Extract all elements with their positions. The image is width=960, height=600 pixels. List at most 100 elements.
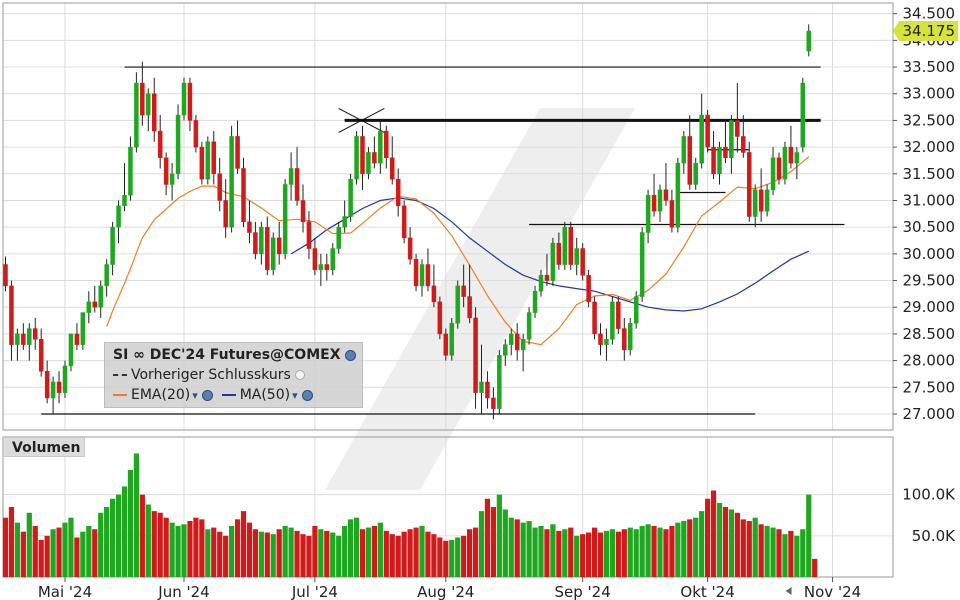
candle-body [9,285,14,345]
volume-bar [234,519,241,577]
gear-icon[interactable] [201,389,213,401]
volume-bar [175,525,181,577]
volume-bar [514,519,520,577]
candle-body [50,381,56,399]
volume-bar [246,522,253,577]
candle-body [74,333,80,345]
candle-body [562,226,568,265]
volume-bar [38,539,44,577]
price-tick-label: 30.000 [903,245,956,263]
volume-bar [443,540,449,577]
candle-body [407,237,413,260]
candle-body [312,248,318,271]
legend-prev-close-row[interactable]: Vorheriger Schlusskurs [113,365,305,385]
volume-bar [663,529,669,577]
volume-bar [532,527,538,577]
price-panel-frame [2,2,894,431]
volume-bar [591,527,598,577]
price-tick-label: 33.000 [903,85,956,103]
legend-title-row[interactable]: SI ∞ DEC'24 Futures@COMEX [113,345,356,365]
candle-body [318,264,324,271]
volume-bar [211,527,217,577]
volume-bar [205,529,211,577]
chevron-down-icon[interactable]: ▾ [192,389,198,402]
chevron-down-icon[interactable]: ▾ [292,389,298,402]
volume-bar [687,519,693,577]
candle-body [294,168,300,201]
legend-ma[interactable]: MA(50) [239,387,291,403]
candle-body [288,168,294,185]
candle-body [651,194,657,212]
chart-legend: SI ∞ DEC'24 Futures@COMEX Vorheriger Sch… [104,342,363,408]
candle-body [271,237,276,271]
candle-body [104,264,109,287]
candle-body [497,355,502,409]
ema-swatch [113,394,127,396]
volume-bar [603,530,610,577]
volume-bar [580,534,586,577]
candle-body [788,146,794,164]
candle-body [181,82,187,116]
candle-body [175,114,181,175]
volume-bar [181,524,187,577]
candle-body [98,285,103,308]
candle-body [199,146,205,180]
volume-bar [401,531,407,577]
candle-body [419,264,425,287]
legend-ema[interactable]: EMA(20) [131,387,191,403]
volume-bar [133,453,139,577]
price-tick-label: 30.500 [903,218,956,236]
volume-bar [710,490,717,577]
gear-icon[interactable] [301,389,313,401]
candle-body [193,120,199,148]
candle-body [687,136,692,185]
candle-body [580,248,585,276]
volume-bar [44,535,50,577]
candle-body [443,333,449,356]
volume-bar [127,469,134,577]
candle-body [27,328,32,345]
volume-tick-label: 100.0K [902,486,956,504]
volume-bar [32,525,38,577]
volume-bar [115,494,122,577]
volume-bar [74,537,80,577]
x-tick-label: Jul '24 [291,583,338,600]
volume-bar [193,517,199,577]
candle-body [134,82,139,148]
candle-body [491,397,496,409]
candle-body [776,157,782,180]
volume-bar [472,527,479,577]
volume-bar [502,509,508,577]
candle-body [770,157,776,191]
candle-body [711,146,716,175]
candle-body [449,323,454,356]
candle-body [574,248,579,265]
volume-bar [627,527,633,577]
candle-body [628,323,633,351]
candle-body [514,333,520,351]
volume-bar [597,532,604,577]
candle-body [3,264,8,287]
volume-bar [348,519,354,577]
volume-bar [413,527,419,577]
volume-bar [699,511,705,577]
volume-bar [544,529,550,577]
gear-icon[interactable] [344,349,356,361]
volume-bar [800,529,806,577]
volume-bar [104,507,110,577]
volume-bar [2,517,9,577]
candle-body [699,114,704,164]
toggle-dot-icon[interactable] [294,370,305,380]
candle-body [354,136,359,180]
volume-bar [693,517,699,577]
volume-bar [764,525,770,577]
candle-body [223,200,228,228]
volume-bar [312,525,318,577]
volume-bar [50,529,56,577]
candle-body [253,232,258,255]
volume-bar [288,527,294,577]
volume-bar [526,521,532,577]
price-tick-label: 34.500 [903,5,956,23]
volume-bar [490,507,496,577]
volume-bar [86,525,92,577]
